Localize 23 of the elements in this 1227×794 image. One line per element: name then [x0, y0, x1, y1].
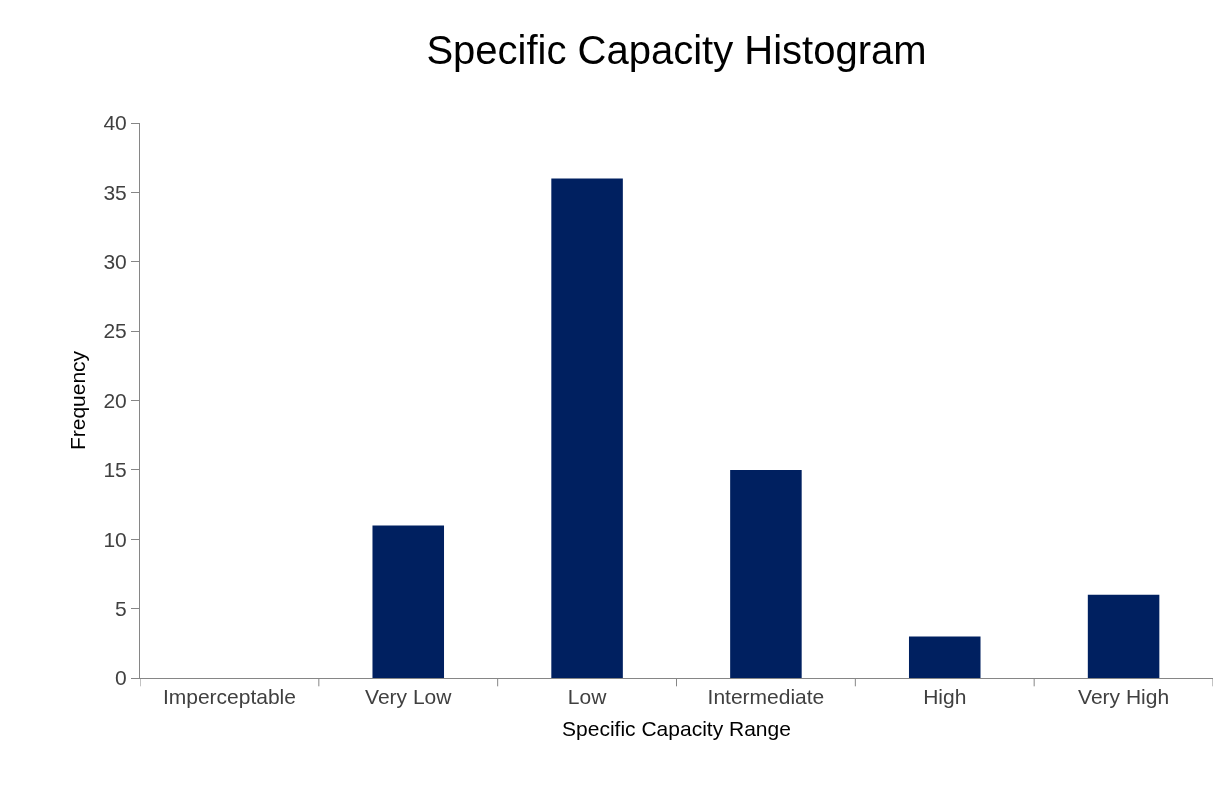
x-tick-label: Low	[567, 685, 608, 709]
y-tick-label: 15	[103, 458, 127, 482]
y-tick-label: 0	[115, 666, 127, 690]
x-tick-label: Intermediate	[707, 685, 825, 709]
bar	[551, 178, 623, 678]
y-tick-label: 25	[103, 319, 127, 343]
bar	[908, 636, 981, 678]
y-tick-label: 5	[115, 596, 127, 620]
y-tick-label: 40	[103, 111, 127, 135]
bar	[1087, 594, 1160, 678]
y-tick-label: 30	[103, 250, 127, 274]
y-tick-label: 35	[103, 180, 127, 204]
y-axis-title: Frequency	[65, 350, 89, 451]
x-tick-label: Imperceptable	[162, 685, 296, 709]
bar	[372, 525, 445, 678]
x-tick-label: Very High	[1078, 685, 1170, 709]
x-tick-label: High	[923, 685, 967, 709]
y-tick-label: 10	[103, 527, 127, 551]
chart-title: Specific Capacity Histogram	[426, 27, 927, 72]
bar	[730, 469, 802, 678]
y-tick-label: 20	[103, 388, 127, 412]
x-axis-title: Specific Capacity Range	[562, 717, 791, 741]
x-tick-label: Very Low	[365, 685, 453, 709]
